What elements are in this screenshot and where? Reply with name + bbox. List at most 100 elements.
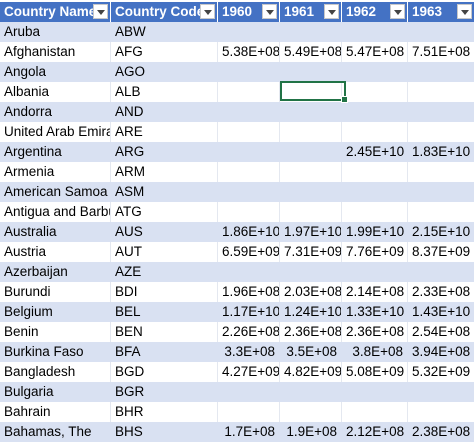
cell-1961[interactable]: 7.31E+09 [280, 242, 342, 262]
header-country-code[interactable]: Country Code [111, 2, 218, 22]
cell-1963[interactable]: 1.43E+10 [412, 304, 471, 319]
cell-1962[interactable] [342, 162, 408, 182]
cell-country-name[interactable]: Bahamas, The [0, 422, 111, 442]
cell-country-code[interactable]: BDI [111, 282, 218, 302]
dropdown-arrow-icon[interactable] [262, 4, 277, 19]
cell-country-name[interactable]: Bahrain [0, 402, 111, 422]
cell-1963[interactable] [408, 202, 474, 222]
cell-1963[interactable] [408, 162, 474, 182]
cell-1962[interactable] [342, 102, 408, 122]
cell-1962[interactable] [342, 122, 408, 142]
cell-country-name[interactable]: Andorra [0, 102, 111, 122]
cell-1963[interactable]: 7.51E+08 [412, 44, 471, 59]
cell-1961[interactable] [280, 82, 342, 102]
cell-1962[interactable]: 2.45E+10 [342, 142, 408, 162]
cell-1960[interactable]: 1.17E+10 [218, 302, 280, 322]
cell-country-name[interactable]: Burundi [0, 282, 111, 302]
header-1961[interactable]: 1961 [280, 2, 342, 22]
cell-1962[interactable] [342, 182, 408, 202]
cell-1960[interactable]: 1.96E+08 [218, 282, 280, 302]
cell-country-code[interactable]: BGD [111, 362, 218, 382]
cell-country-code[interactable]: AGO [111, 62, 218, 82]
cell-1960[interactable] [218, 382, 280, 402]
cell-country-code[interactable]: ARE [111, 122, 218, 142]
cell-country-code[interactable]: ASM [111, 182, 218, 202]
fill-handle[interactable] [341, 96, 348, 103]
header-1962[interactable]: 1962 [342, 2, 408, 22]
cell-1960[interactable]: 3.3E+08 [218, 342, 280, 362]
cell-1961[interactable] [280, 202, 342, 222]
cell-1963[interactable]: 8.37E+09 [412, 244, 471, 259]
cell-1962[interactable]: 7.76E+09 [342, 242, 408, 262]
cell-country-code[interactable]: AUT [111, 242, 218, 262]
cell-country-name[interactable]: Bangladesh [0, 362, 111, 382]
dropdown-arrow-icon[interactable] [390, 4, 405, 19]
dropdown-arrow-icon[interactable] [93, 4, 108, 19]
cell-country-name[interactable]: Bulgaria [0, 382, 111, 402]
cell-country-name[interactable]: Azerbaijan [0, 262, 111, 282]
cell-country-code[interactable]: AFG [111, 42, 218, 62]
cell-1962[interactable]: 3.8E+08 [342, 342, 408, 362]
cell-country-name[interactable]: Angola [0, 62, 111, 82]
cell-1963[interactable] [408, 122, 474, 142]
cell-1963[interactable] [408, 382, 474, 402]
cell-country-name[interactable]: Austria [0, 242, 111, 262]
cell-country-name[interactable]: Argentina [0, 142, 111, 162]
cell-1961[interactable]: 2.03E+08 [280, 282, 342, 302]
cell-1962[interactable]: 5.08E+09 [342, 362, 408, 382]
cell-1961[interactable] [280, 182, 342, 202]
cell-country-name[interactable]: Aruba [0, 22, 111, 42]
cell-1961[interactable]: 2.36E+08 [280, 322, 342, 342]
cell-country-name[interactable]: United Arab Emira [0, 122, 111, 142]
dropdown-arrow-icon[interactable] [457, 4, 472, 19]
cell-1963[interactable]: 1.83E+10 [412, 144, 471, 159]
cell-1960[interactable] [218, 402, 280, 422]
cell-country-code[interactable]: ABW [111, 22, 218, 42]
cell-1960[interactable] [218, 122, 280, 142]
cell-country-code[interactable]: BEL [111, 302, 218, 322]
cell-1961[interactable] [280, 162, 342, 182]
cell-1962[interactable] [342, 382, 408, 402]
cell-1963[interactable]: 2.33E+08 [412, 284, 471, 299]
cell-country-code[interactable]: ARG [111, 142, 218, 162]
cell-1963[interactable]: 5.32E+09 [412, 364, 471, 379]
cell-country-code[interactable]: BHS [111, 422, 218, 442]
cell-1960[interactable]: 1.86E+10 [218, 222, 280, 242]
cell-1963[interactable] [408, 22, 474, 42]
cell-1963[interactable] [408, 62, 474, 82]
cell-1960[interactable] [218, 102, 280, 122]
cell-1963[interactable] [408, 82, 474, 102]
cell-1963[interactable] [408, 182, 474, 202]
cell-country-name[interactable]: Australia [0, 222, 111, 242]
cell-1961[interactable]: 4.82E+09 [280, 362, 342, 382]
cell-1961[interactable] [280, 102, 342, 122]
cell-country-name[interactable]: Albania [0, 82, 111, 102]
cell-1963[interactable]: 2.38E+08 [412, 424, 471, 439]
header-country-name[interactable]: Country Name [0, 2, 111, 22]
cell-country-code[interactable]: ARM [111, 162, 218, 182]
cell-1961[interactable] [280, 122, 342, 142]
cell-1960[interactable] [218, 142, 280, 162]
cell-1962[interactable] [342, 202, 408, 222]
cell-1962[interactable]: 2.14E+08 [342, 282, 408, 302]
cell-1960[interactable] [218, 202, 280, 222]
cell-country-code[interactable]: BHR [111, 402, 218, 422]
cell-1960[interactable]: 1.7E+08 [218, 422, 280, 442]
cell-1961[interactable]: 1.24E+10 [280, 302, 342, 322]
cell-1962[interactable] [342, 22, 408, 42]
cell-1962[interactable] [342, 262, 408, 282]
dropdown-arrow-icon[interactable] [324, 4, 339, 19]
cell-1961[interactable] [280, 62, 342, 82]
cell-country-code[interactable]: AND [111, 102, 218, 122]
cell-1962[interactable]: 5.47E+08 [342, 42, 408, 62]
cell-1962[interactable]: 1.33E+10 [342, 302, 408, 322]
cell-1960[interactable]: 4.27E+09 [218, 362, 280, 382]
cell-1963[interactable] [408, 102, 474, 122]
cell-1960[interactable] [218, 262, 280, 282]
cell-1960[interactable]: 2.26E+08 [218, 322, 280, 342]
cell-1960[interactable] [218, 22, 280, 42]
cell-1963[interactable] [408, 402, 474, 422]
cell-1963[interactable]: 2.15E+10 [412, 224, 471, 239]
cell-1961[interactable] [280, 382, 342, 402]
cell-country-code[interactable]: ALB [111, 82, 218, 102]
